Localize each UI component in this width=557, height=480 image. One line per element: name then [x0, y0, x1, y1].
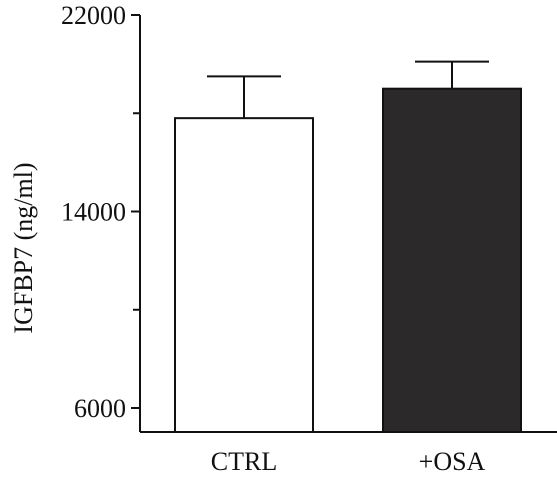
x-tick-labels-group: CTRL +OSA — [211, 447, 486, 476]
y-tick-label: 22000 — [61, 1, 126, 30]
y-tick-label: 14000 — [61, 198, 126, 227]
bars-group — [174, 87, 522, 433]
bar-osa — [382, 87, 522, 433]
error-bars-group — [207, 60, 489, 119]
y-tick-label: 6000 — [74, 394, 126, 423]
x-category-label: +OSA — [419, 447, 486, 476]
bar-ctrl — [174, 117, 314, 433]
y-axis-title: IGFBP7 (ng/ml) — [9, 162, 38, 333]
y-axis-title-group: IGFBP7 (ng/ml) — [9, 162, 38, 333]
y-ticks-group: 6000 14000 22000 — [61, 1, 140, 423]
axes-group — [139, 15, 557, 433]
x-category-label: CTRL — [211, 447, 277, 476]
